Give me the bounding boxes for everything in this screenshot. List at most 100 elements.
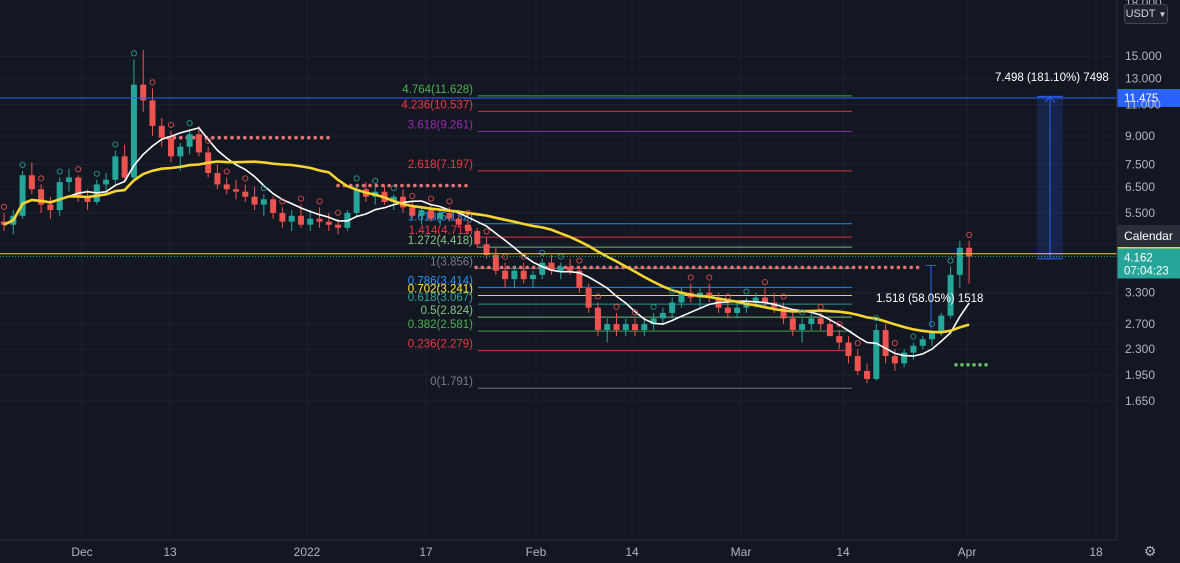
candle-body bbox=[901, 352, 908, 364]
sequential-mark bbox=[38, 175, 45, 182]
candle-body bbox=[260, 199, 267, 205]
fib-level-label: 0.786(3.414) bbox=[408, 275, 473, 287]
candle-body bbox=[390, 196, 397, 202]
level-dot bbox=[877, 265, 881, 270]
candle-body bbox=[854, 356, 861, 371]
sequential-mark bbox=[372, 177, 379, 184]
sequential-mark bbox=[75, 166, 82, 173]
time-tick-label: 13 bbox=[163, 545, 177, 559]
level-dot bbox=[531, 265, 536, 270]
last-price-label: 4.162 bbox=[1124, 252, 1153, 264]
level-dot bbox=[589, 265, 593, 270]
sequential-mark bbox=[297, 195, 304, 202]
candle-body bbox=[808, 318, 815, 325]
fib-level-label: 1.414(4.711) bbox=[409, 225, 474, 237]
level-dot bbox=[361, 183, 366, 188]
sequential-mark bbox=[130, 50, 137, 57]
level-dot bbox=[698, 265, 702, 270]
level-dot bbox=[374, 183, 379, 188]
level-dot bbox=[794, 265, 798, 270]
candle-body bbox=[455, 218, 462, 225]
sequential-mark bbox=[93, 170, 100, 177]
chevron-down-icon: ▼ bbox=[1158, 9, 1167, 19]
level-dot bbox=[287, 135, 292, 140]
price-tick-label: 13.000 bbox=[1125, 71, 1162, 85]
level-dot bbox=[960, 363, 964, 367]
level-dot bbox=[730, 265, 734, 270]
level-dot bbox=[326, 135, 330, 140]
sequential-mark bbox=[539, 249, 546, 256]
level-dot bbox=[451, 183, 456, 188]
currency-selector[interactable]: USDT ▼ bbox=[1124, 4, 1168, 24]
candle-body bbox=[659, 312, 666, 319]
candle-body bbox=[279, 212, 286, 222]
candle-body bbox=[632, 324, 639, 330]
sequential-mark bbox=[1, 203, 7, 210]
level-dot bbox=[685, 265, 689, 270]
level-dot bbox=[268, 135, 273, 140]
level-dot bbox=[736, 265, 741, 270]
ma-slow-line bbox=[3, 160, 970, 334]
level-dot bbox=[368, 183, 372, 188]
candle-body bbox=[594, 307, 601, 330]
candle-body bbox=[799, 324, 806, 330]
sequential-mark bbox=[910, 333, 917, 340]
level-dot bbox=[236, 135, 241, 140]
sequential-mark bbox=[650, 303, 657, 310]
candle-body bbox=[891, 356, 898, 364]
candle-body bbox=[38, 189, 45, 205]
sequential-mark bbox=[353, 175, 360, 182]
candle-body bbox=[465, 224, 471, 231]
fib-level-label: 2.618(7.197) bbox=[408, 159, 473, 171]
level-dot bbox=[634, 265, 638, 270]
last-price-tag bbox=[1117, 248, 1180, 279]
level-dot bbox=[890, 265, 894, 270]
candle-body bbox=[121, 156, 128, 178]
price-axis[interactable]: 15.000 13.000 11.000 9.000 7.500 6.500 5.500 4.… bbox=[1116, 0, 1162, 540]
candle-body bbox=[28, 175, 35, 190]
chart-grid bbox=[0, 0, 1117, 540]
candle-body bbox=[223, 184, 230, 190]
candle-body bbox=[409, 207, 416, 216]
sequential-mark bbox=[576, 257, 583, 264]
level-dot bbox=[691, 265, 696, 270]
candle-body bbox=[75, 177, 82, 197]
time-tick-label: Feb bbox=[526, 545, 547, 559]
calendar-button[interactable]: Calendar bbox=[1117, 225, 1180, 247]
level-dot bbox=[858, 265, 862, 270]
measure-label: 1.518 (58.05%) 1518 bbox=[876, 293, 983, 305]
level-dot bbox=[355, 183, 360, 188]
candle-body bbox=[149, 100, 156, 126]
level-dot bbox=[608, 265, 613, 270]
candle-body bbox=[780, 307, 787, 319]
level-dot bbox=[711, 265, 715, 270]
level-dot bbox=[179, 135, 183, 140]
candle-body bbox=[56, 182, 63, 211]
candle-body bbox=[427, 210, 434, 219]
price-tick-label: 1.650 bbox=[1125, 394, 1155, 408]
candle-body bbox=[966, 247, 973, 257]
level-dot bbox=[262, 135, 266, 140]
level-dot bbox=[294, 135, 298, 140]
level-dot bbox=[978, 363, 982, 367]
time-axis[interactable]: Dec 13 2022 17 Feb 14 Mar 14 Apr 18 bbox=[0, 539, 1117, 559]
sequential-mark bbox=[761, 279, 768, 286]
level-dot bbox=[672, 265, 677, 270]
sequential-mark bbox=[464, 209, 471, 216]
sequential-mark bbox=[483, 228, 490, 235]
level-dot bbox=[281, 135, 286, 140]
sequential-mark bbox=[854, 340, 861, 347]
sequential-mark bbox=[168, 121, 175, 128]
level-dot bbox=[984, 363, 988, 367]
candle-body bbox=[103, 179, 110, 185]
countdown-label: 07:04:23 bbox=[1124, 265, 1169, 277]
price-tick-label: 9.000 bbox=[1125, 129, 1155, 143]
level-dot bbox=[679, 265, 683, 270]
level-dot bbox=[653, 265, 657, 270]
level-dot bbox=[300, 135, 305, 140]
time-tick-label: Mar bbox=[731, 545, 752, 559]
level-dot bbox=[909, 265, 913, 270]
gear-icon[interactable]: ⚙ bbox=[1143, 543, 1157, 559]
blue-line-price-tag bbox=[1117, 88, 1180, 107]
